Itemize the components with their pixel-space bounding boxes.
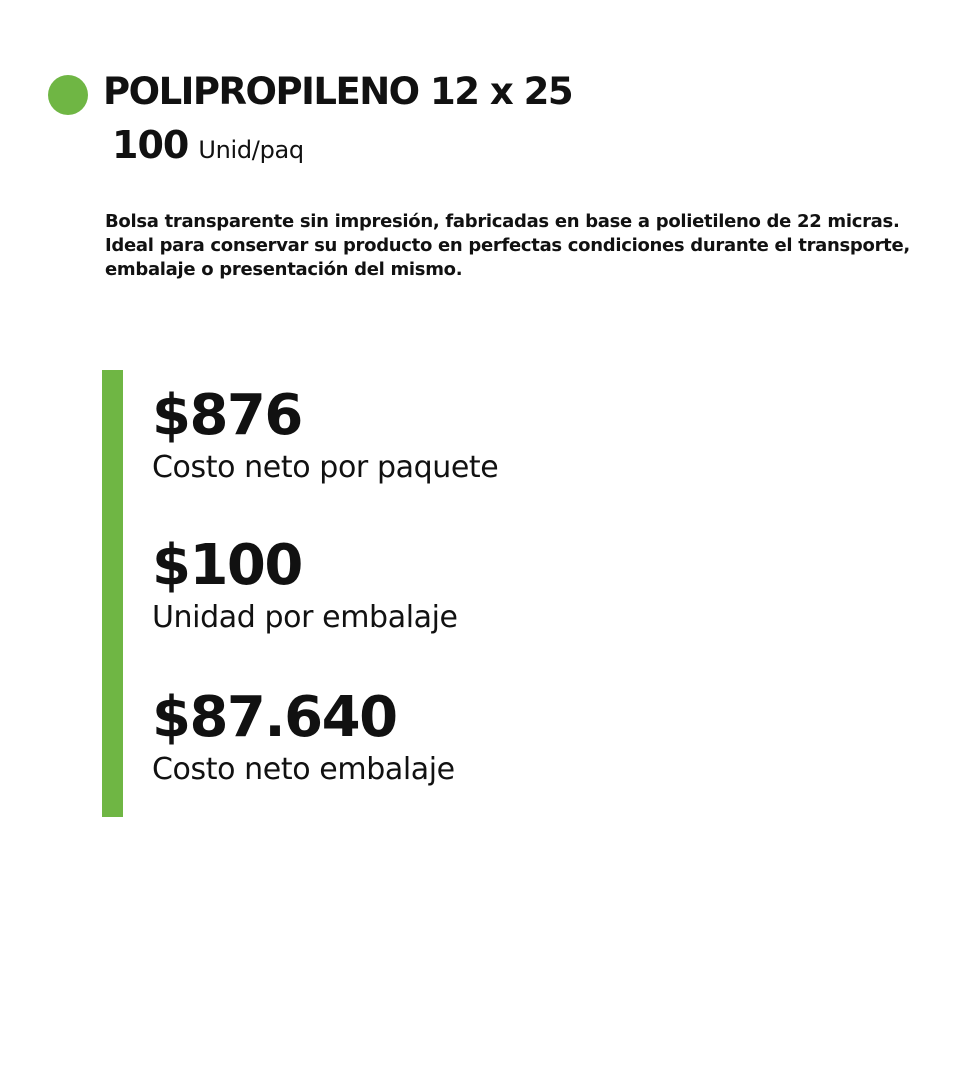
pricing-accent-bar xyxy=(102,370,123,817)
price-value: $100 xyxy=(152,533,303,598)
description-line-2: Ideal para conservar su producto en perf… xyxy=(105,235,910,256)
units-per-pack-label: Unid/paq xyxy=(198,136,304,164)
price-label: Costo neto embalaje xyxy=(152,752,455,787)
product-description: Bolsa transparente sin impresión, fabric… xyxy=(105,210,925,282)
units-per-pack-value: 100 xyxy=(112,123,189,167)
description-line-1: Bolsa transparente sin impresión, fabric… xyxy=(105,211,900,232)
price-item-net-per-box: $87.640 Costo neto embalaje xyxy=(152,688,455,788)
units-per-pack-row: 100 Unid/paq xyxy=(112,122,304,168)
price-label: Unidad por embalaje xyxy=(152,600,458,635)
price-item-net-per-package: $876 Costo neto por paquete xyxy=(152,383,499,486)
price-value: $87.640 xyxy=(152,685,398,750)
price-item-units-per-box: $100 Unidad por embalaje xyxy=(152,536,458,636)
product-title: POLIPROPILENO 12 x 25 xyxy=(103,70,574,113)
price-value: $876 xyxy=(152,383,303,448)
price-label: Costo neto por paquete xyxy=(152,450,499,485)
description-line-3: embalaje o presentación del mismo. xyxy=(105,259,463,280)
bullet-circle-icon xyxy=(48,75,88,115)
